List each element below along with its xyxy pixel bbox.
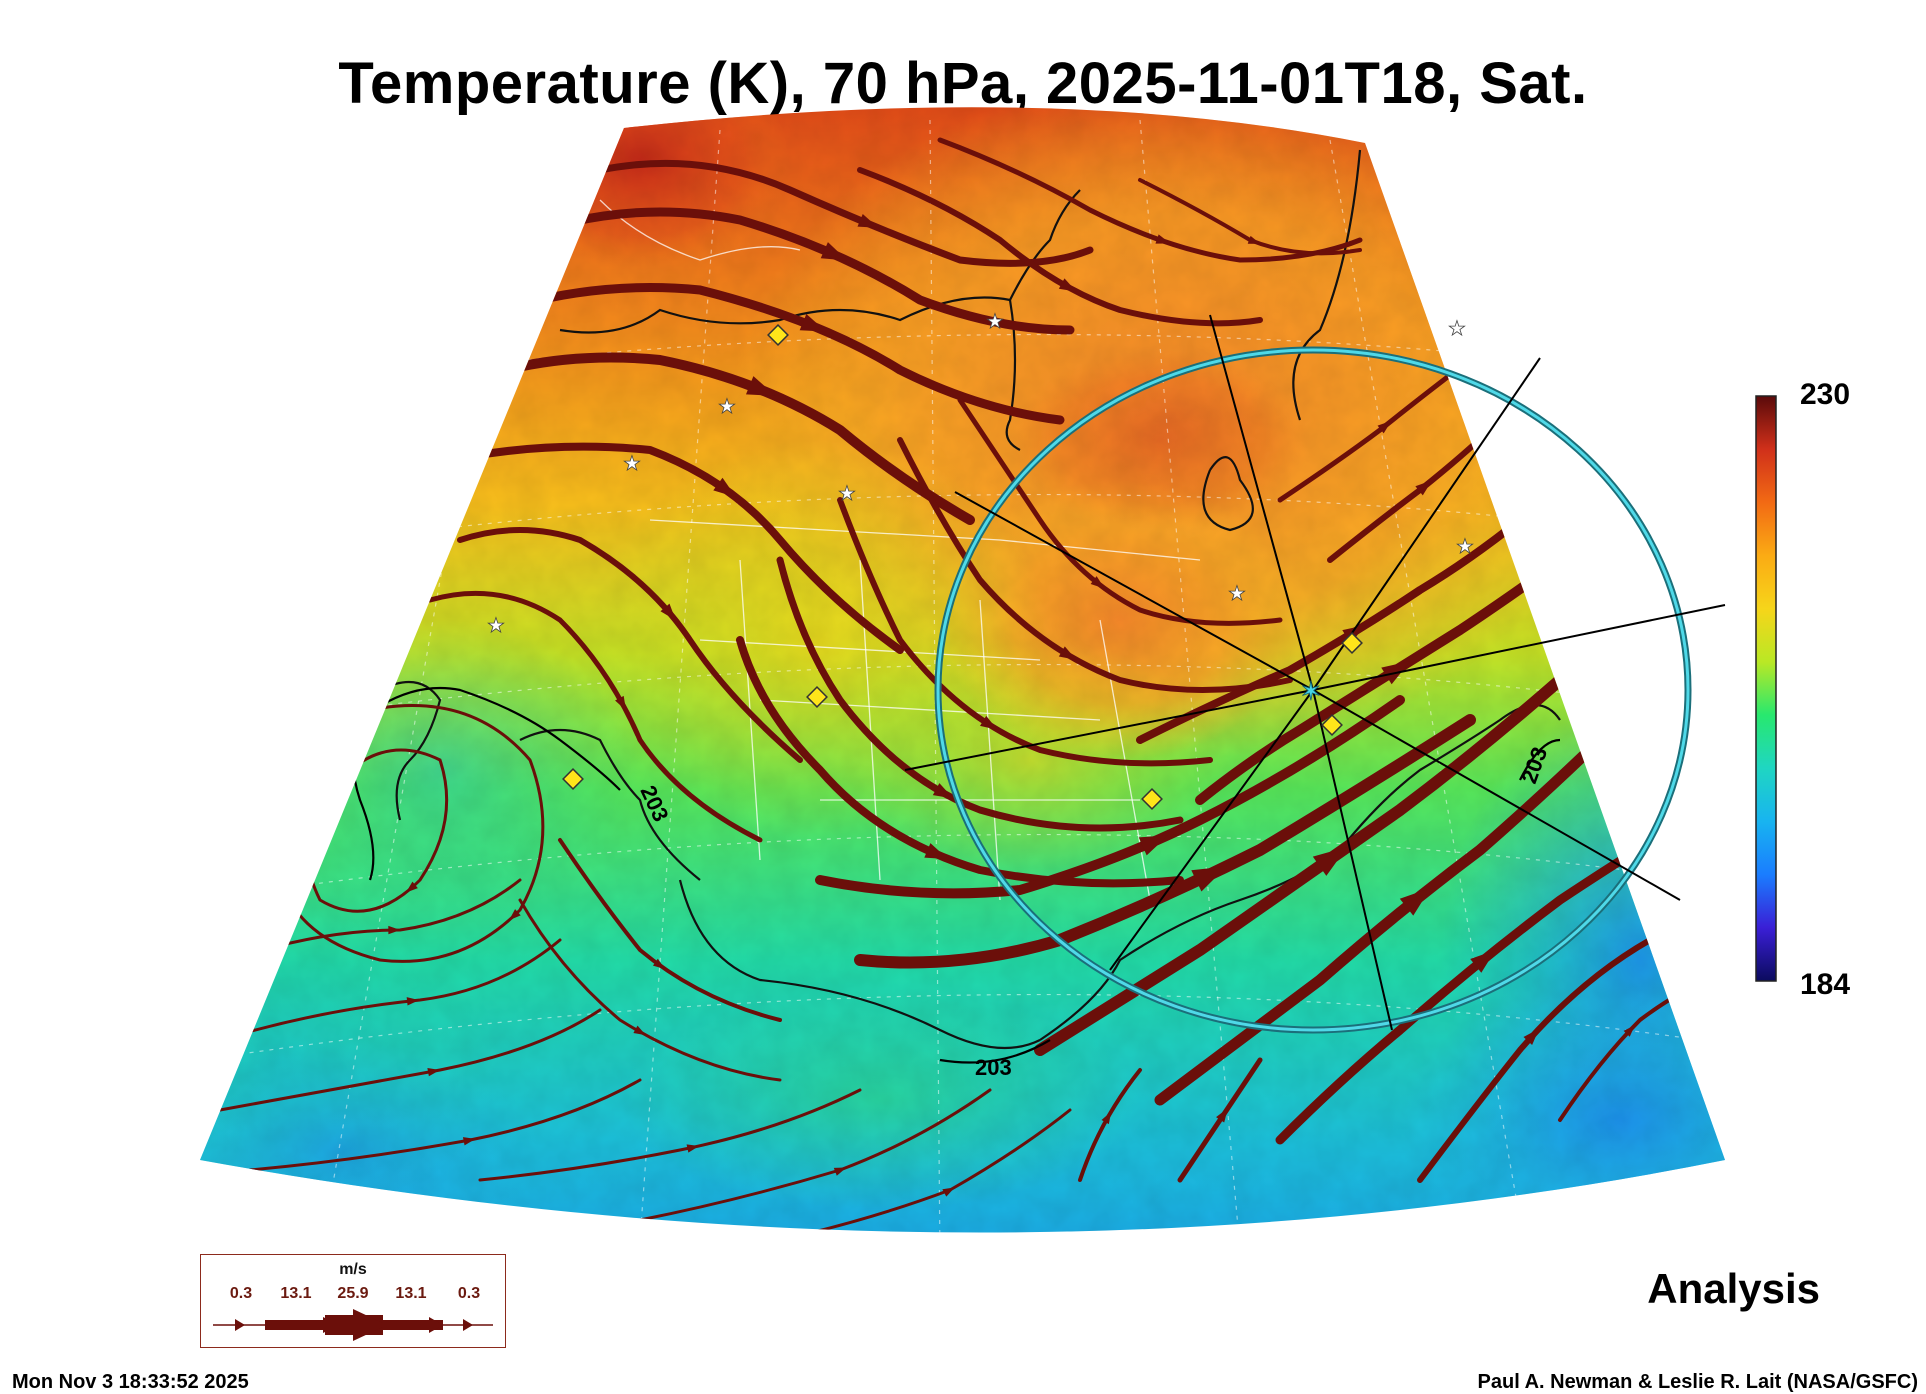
wind-streamlines bbox=[218, 117, 1712, 1233]
streamline-arrow-icon bbox=[462, 1137, 476, 1146]
streamline bbox=[1154, 714, 1626, 1106]
streamline bbox=[1417, 937, 1653, 1183]
svg-text:★: ★ bbox=[1448, 318, 1466, 340]
timestamp: Mon Nov 3 18:33:52 2025 bbox=[12, 1371, 249, 1393]
streamline-arrow-icon bbox=[924, 843, 948, 860]
streamline-arrow-icon bbox=[405, 881, 418, 893]
legend-value: 0.3 bbox=[457, 1285, 481, 1302]
temperature-field bbox=[200, 107, 1725, 1233]
streamline bbox=[278, 704, 545, 963]
markers: ★ ★ ★ ★ ★ ★ ★ ★ bbox=[487, 311, 1475, 810]
streamline bbox=[1177, 1057, 1263, 1183]
streamline bbox=[518, 898, 782, 1082]
streamline bbox=[596, 159, 1094, 267]
streamline bbox=[776, 556, 1184, 832]
streamline bbox=[478, 1088, 862, 1182]
legend-unit: m/s bbox=[339, 1261, 367, 1278]
streamline bbox=[535, 207, 1075, 335]
svg-text:★: ★ bbox=[623, 453, 641, 475]
svg-text:★: ★ bbox=[986, 311, 1004, 333]
streamline bbox=[957, 397, 1283, 626]
streamline-arrow-icon bbox=[1470, 950, 1496, 973]
legend-value: 13.1 bbox=[395, 1285, 427, 1302]
streamline-arrow-icon bbox=[652, 958, 666, 970]
streamline-arrow-icon bbox=[1058, 278, 1077, 292]
streamline-arrow-icon bbox=[686, 1144, 700, 1153]
legend-value: 0.3 bbox=[229, 1285, 253, 1302]
streamline-arrow-icon bbox=[1312, 847, 1348, 876]
streamline-arrow-icon bbox=[713, 477, 737, 498]
streamline bbox=[427, 590, 763, 843]
streamline-arrow-icon bbox=[406, 997, 420, 1006]
streamline-arrow-icon bbox=[509, 909, 521, 921]
streamline bbox=[457, 527, 803, 763]
streamline bbox=[815, 695, 1405, 899]
center-star-icon: ✶ bbox=[1300, 676, 1322, 706]
colorbar-max-label: 230 bbox=[1800, 378, 1851, 411]
streamline-arrow-icon bbox=[1058, 646, 1077, 660]
streamline bbox=[1195, 555, 1565, 805]
streamline bbox=[1034, 674, 1566, 1056]
streamline bbox=[854, 714, 1476, 969]
streamline-arrow-icon bbox=[615, 695, 627, 711]
colorbar bbox=[1755, 395, 1777, 982]
streamline-arrow-icon bbox=[980, 715, 998, 730]
streamline-arrow-icon bbox=[1523, 1028, 1540, 1045]
streamline bbox=[897, 437, 1293, 693]
streamline bbox=[558, 838, 782, 1022]
streamline-arrow-icon bbox=[932, 783, 954, 799]
streamline-arrow-icon bbox=[1623, 1025, 1635, 1037]
streamline-arrow-icon bbox=[388, 925, 401, 935]
legend-value: 13.1 bbox=[280, 1285, 312, 1302]
svg-text:★: ★ bbox=[838, 483, 856, 505]
streamline-arrow-icon bbox=[1415, 480, 1433, 496]
streamline-arrow-icon bbox=[633, 1025, 646, 1036]
star-marker-icon: ★ ★ ★ ★ ★ ★ ★ ★ bbox=[487, 311, 1475, 638]
streamline bbox=[465, 352, 975, 525]
wind-speed-legend: m/s 0.3 13.1 25.9 13.1 0.3 bbox=[200, 1254, 506, 1348]
map-title: Temperature (K), 70 hPa, 2025-11-01T18, … bbox=[338, 51, 1588, 116]
streamline bbox=[857, 167, 1263, 327]
streamline-arrow-icon bbox=[1399, 887, 1431, 916]
streamline-arrow-icon bbox=[1247, 235, 1261, 244]
streamline-arrow-icon bbox=[799, 313, 827, 332]
colorbar-min-label: 184 bbox=[1800, 968, 1851, 1001]
contour-label: 203 bbox=[975, 1055, 1012, 1080]
trajectory-overlay: ✶ bbox=[904, 314, 1726, 1034]
streamline-arrow-icon bbox=[745, 376, 776, 396]
streamline-arrow-icon bbox=[820, 242, 848, 261]
streamline-arrow-icon bbox=[427, 1068, 440, 1077]
svg-text:★: ★ bbox=[487, 615, 505, 637]
streamline-arrow-icon bbox=[833, 1167, 847, 1176]
streamline-arrow-icon bbox=[1377, 420, 1392, 434]
diamond-marker-icon bbox=[562, 324, 1363, 810]
streamline bbox=[218, 938, 562, 1042]
streamline-arrow-icon bbox=[660, 603, 676, 621]
svg-text:★: ★ bbox=[1456, 536, 1474, 558]
streamline bbox=[446, 442, 904, 654]
streamline-arrow-icon bbox=[1216, 1108, 1228, 1123]
analysis-label: Analysis bbox=[1647, 1265, 1820, 1312]
streamline-arrow-icon bbox=[1138, 835, 1169, 856]
streamline bbox=[1275, 825, 1675, 1145]
streamline-arrow-icon bbox=[1090, 576, 1105, 589]
svg-text:★: ★ bbox=[1228, 583, 1246, 605]
credit-text: Paul A. Newman & Leslie R. Lait (NASA/GS… bbox=[1477, 1371, 1918, 1393]
svg-text:★: ★ bbox=[718, 396, 736, 418]
streamline-arrow-icon bbox=[1191, 866, 1227, 892]
legend-arrow-scale bbox=[213, 1309, 493, 1341]
range-circle-inner bbox=[936, 348, 1690, 1032]
streamline bbox=[736, 636, 1184, 888]
streamline-arrow-icon bbox=[857, 213, 879, 228]
streamline-arrow-icon bbox=[1101, 1111, 1112, 1125]
streamline-arrow-icon bbox=[558, 169, 570, 185]
streamline bbox=[1277, 357, 1473, 503]
legend-value: 25.9 bbox=[337, 1285, 369, 1302]
streamline-arrow-icon bbox=[942, 1187, 955, 1197]
streamline bbox=[837, 497, 1213, 767]
streamline bbox=[1078, 1068, 1142, 1182]
streamline-arrow-icon bbox=[1155, 234, 1171, 244]
